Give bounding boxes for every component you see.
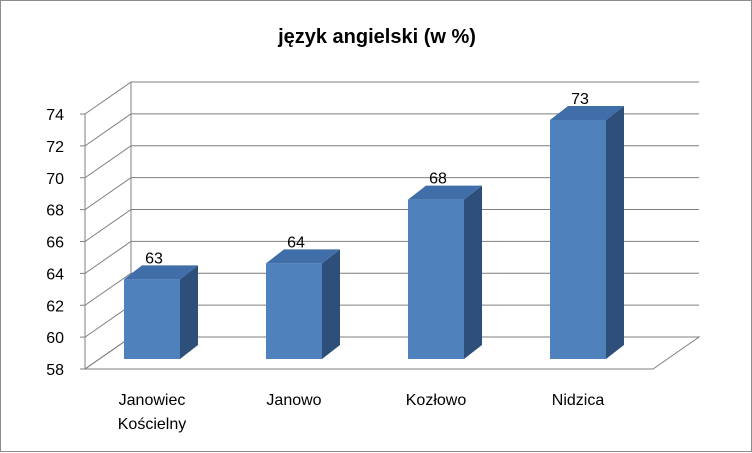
gridline-side [84, 81, 132, 115]
x-category-label: Kościelny [118, 416, 186, 433]
x-category-label: Nidzica [552, 392, 605, 409]
bar [124, 279, 180, 359]
bar-side [464, 185, 482, 359]
gridline-side [84, 304, 132, 338]
bar-side [322, 249, 340, 359]
x-category-label: Janowo [266, 392, 321, 409]
axis-layer [80, 82, 701, 370]
floor-left-edge [84, 336, 132, 370]
gridline-side [84, 113, 132, 147]
y-tick-label: 60 [46, 330, 64, 347]
gridline-side [84, 272, 132, 306]
y-tick-label: 74 [46, 107, 64, 124]
gridline-side [84, 240, 132, 274]
bar-layer [124, 105, 624, 359]
bar-side [606, 105, 624, 359]
bar-top [124, 265, 198, 280]
gridline-side [84, 145, 132, 179]
data-label: 68 [429, 171, 447, 188]
x-category-label: Janowiec [119, 392, 186, 409]
y-tick-label: 62 [46, 298, 64, 315]
gridline-side [84, 177, 132, 211]
data-label: 73 [571, 91, 589, 108]
data-label: 64 [287, 234, 305, 251]
bar-top [266, 249, 340, 264]
bar [408, 199, 464, 359]
chart-title: język angielski (w %) [277, 26, 476, 48]
bar-side [180, 265, 198, 359]
bar-top [550, 105, 624, 120]
y-tick-label: 70 [46, 171, 64, 188]
bar [266, 263, 322, 359]
bar [550, 119, 606, 359]
y-tick-label: 66 [46, 235, 64, 252]
bar-top [408, 185, 482, 200]
y-tick-label: 64 [46, 266, 64, 283]
y-tick-label: 72 [46, 139, 64, 156]
label-layer: 58 60 62 64 66 68 70 72 74 63 Janowiec Kościelny 64 J… [46, 91, 604, 433]
y-tick-label: 58 [46, 362, 64, 379]
x-category-label: Kozłowo [406, 392, 467, 409]
y-tick-label: 68 [46, 203, 64, 220]
gridline-side [84, 209, 132, 242]
data-label: 63 [145, 250, 163, 267]
